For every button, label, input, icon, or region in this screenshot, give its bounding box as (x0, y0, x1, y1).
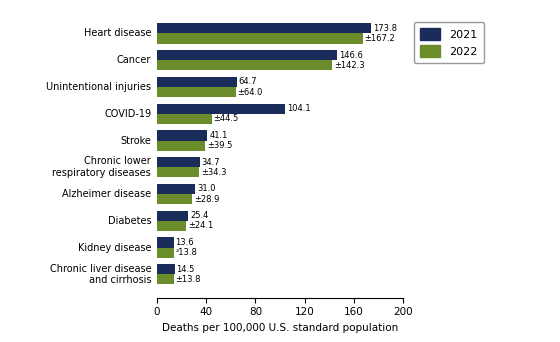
Bar (157, 194, 193, 204)
Text: 104.1: 104.1 (287, 104, 311, 113)
Bar (157, 157, 199, 167)
Text: 173.8: 173.8 (373, 24, 397, 33)
Bar (157, 87, 236, 97)
Bar (157, 130, 207, 141)
Text: ±64.0: ±64.0 (237, 88, 263, 96)
Bar (157, 211, 188, 221)
Bar (157, 237, 174, 248)
Text: ±39.5: ±39.5 (207, 141, 233, 150)
Text: ±13.8: ±13.8 (176, 275, 201, 284)
Text: 41.1: 41.1 (209, 131, 228, 140)
Bar (157, 184, 195, 194)
Bar (157, 274, 174, 285)
Text: ±142.3: ±142.3 (334, 61, 365, 70)
Text: 31.0: 31.0 (197, 184, 216, 194)
X-axis label: Deaths per 100,000 U.S. standard population: Deaths per 100,000 U.S. standard populat… (162, 323, 398, 333)
Text: 146.6: 146.6 (339, 51, 363, 60)
Text: 13.6: 13.6 (175, 238, 194, 247)
Bar (157, 167, 199, 177)
Text: 34.7: 34.7 (202, 158, 220, 167)
Legend: 2021, 2022: 2021, 2022 (414, 22, 484, 63)
Text: ²13.8: ²13.8 (176, 248, 198, 257)
Bar (157, 264, 175, 274)
Bar (157, 104, 285, 114)
Bar (157, 23, 371, 34)
Bar (157, 141, 206, 151)
Text: ±34.3: ±34.3 (201, 168, 226, 177)
Bar (157, 248, 174, 258)
Text: 64.7: 64.7 (239, 77, 257, 87)
Text: 25.4: 25.4 (190, 211, 208, 220)
Bar (157, 60, 332, 70)
Bar (157, 34, 363, 44)
Bar (157, 77, 236, 87)
Text: ±24.1: ±24.1 (188, 221, 213, 231)
Text: ±28.9: ±28.9 (194, 195, 220, 203)
Bar (157, 221, 186, 231)
Text: ±167.2: ±167.2 (365, 34, 395, 43)
Text: ±44.5: ±44.5 (213, 114, 239, 123)
Bar (157, 50, 338, 60)
Text: 14.5: 14.5 (176, 265, 195, 274)
Bar (157, 114, 212, 124)
